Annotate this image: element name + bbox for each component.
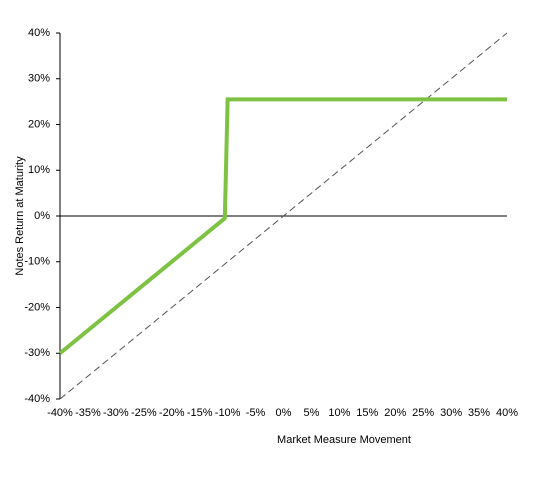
x-tick-label: 20% (384, 407, 406, 419)
x-tick-label: -25% (131, 407, 157, 419)
x-tick-label: 5% (303, 407, 319, 419)
y-tick-label: -20% (24, 301, 50, 313)
x-tick-label: 10% (328, 407, 350, 419)
x-tick-label: -35% (75, 407, 101, 419)
y-tick-label: 40% (28, 27, 50, 39)
x-tick-label: 25% (412, 407, 434, 419)
x-tick-label: 15% (356, 407, 378, 419)
series-line (59, 32, 508, 400)
y-tick-label: 10% (28, 164, 50, 176)
x-tick-label: 40% (496, 407, 518, 419)
y-tick-label: 0% (34, 210, 50, 222)
x-tick-label: 30% (440, 407, 462, 419)
x-tick-label: -15% (187, 407, 213, 419)
y-tick-label: 30% (28, 73, 50, 85)
x-tick-label: -30% (103, 407, 129, 419)
x-axis-label: Market Measure Movement (277, 434, 411, 446)
x-tick-label: -5% (246, 407, 266, 419)
series-line (58, 97, 507, 355)
y-tick-label: -30% (24, 347, 50, 359)
x-tick-label: 0% (276, 407, 292, 419)
x-tick-label: -40% (47, 407, 73, 419)
x-tick-label: -20% (159, 407, 185, 419)
x-tick-label: -10% (215, 407, 241, 419)
y-tick-label: 20% (28, 118, 50, 130)
y-axis-label: Notes Return at Maturity (14, 156, 26, 276)
x-tick-label: 35% (468, 407, 490, 419)
y-tick-label: -40% (24, 393, 50, 405)
y-tick-label: -10% (24, 256, 50, 268)
